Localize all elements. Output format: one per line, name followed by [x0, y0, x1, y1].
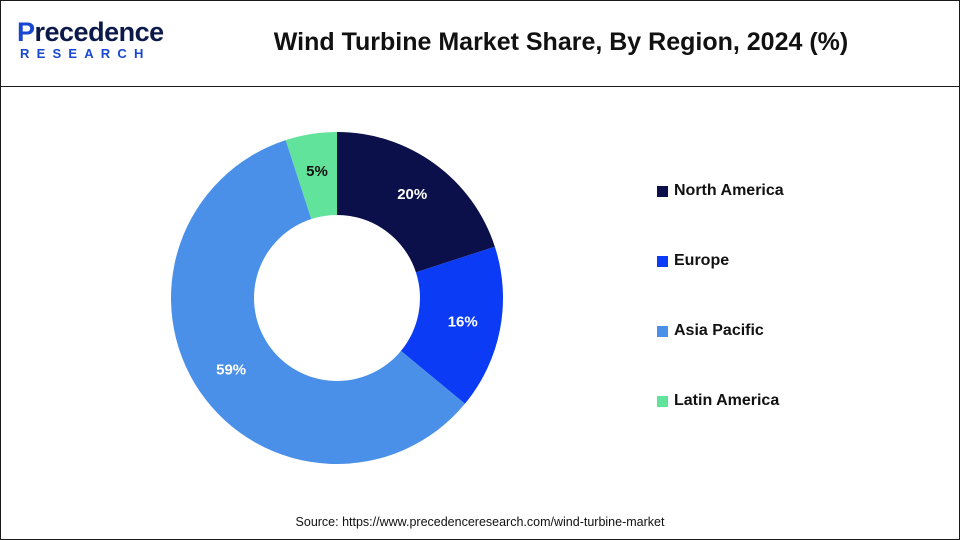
- slice-label-latin-america: 5%: [306, 163, 328, 180]
- donut-slice-labels: 20% 16% 59% 5%: [216, 163, 478, 378]
- legend-swatch: [657, 186, 668, 197]
- legend-label: Asia Pacific: [674, 322, 764, 339]
- legend-swatch: [657, 396, 668, 407]
- slice-label-north-america: 20%: [397, 186, 427, 203]
- header: Precedence RESEARCH Wind Turbine Market …: [1, 1, 959, 87]
- donut-slice-north-america: [337, 132, 495, 273]
- donut-slice-europe: [400, 246, 504, 404]
- legend-swatch: [657, 256, 668, 267]
- legend-label: Latin America: [674, 392, 780, 409]
- brand-logo: Precedence RESEARCH: [17, 17, 167, 67]
- donut-chart: 20% 16% 59% 5%: [170, 132, 504, 465]
- legend-swatch: [657, 326, 668, 337]
- logo-initial: P: [17, 17, 35, 47]
- logo-wordmark-rest: recedence: [34, 17, 165, 47]
- legend-label: North America: [674, 182, 784, 199]
- source-note: Source: https://www.precedenceresearch.c…: [295, 515, 665, 529]
- donut-slice-asia-pacific: [170, 140, 465, 465]
- chart-title: Wind Turbine Market Share, By Region, 20…: [273, 28, 849, 56]
- legend: North America Europe Asia Pacific Latin Ame…: [657, 179, 917, 459]
- logo-subtitle: RESEARCH: [20, 46, 151, 61]
- legend-item-latin-america: Latin America: [657, 389, 917, 459]
- legend-item-north-america: North America: [657, 179, 917, 249]
- legend-label: Europe: [674, 252, 730, 269]
- legend-item-asia-pacific: Asia Pacific: [657, 319, 917, 389]
- donut-slice-latin-america: [285, 132, 337, 220]
- donut-slices: [170, 132, 504, 465]
- legend-item-europe: Europe: [657, 249, 917, 319]
- slice-label-asia-pacific: 59%: [216, 361, 246, 378]
- logo-wordmark: Precedence: [17, 17, 164, 47]
- slice-label-europe: 16%: [448, 313, 478, 330]
